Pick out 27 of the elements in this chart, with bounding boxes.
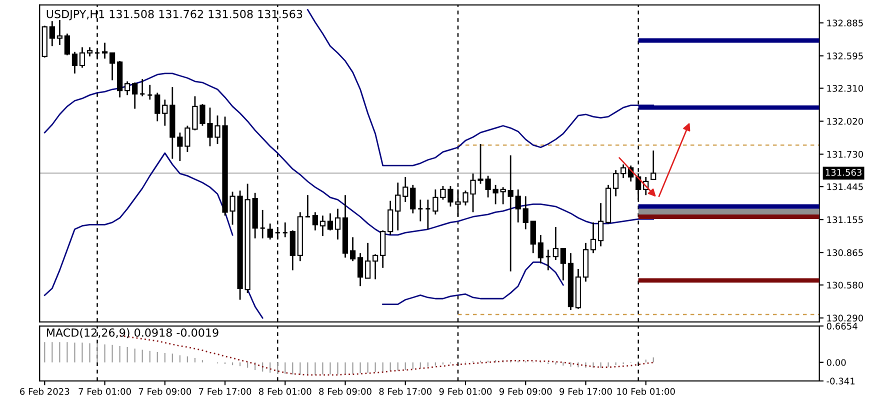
chart-title: MACD(12,26,9) 0.0918 -0.0019 <box>46 328 218 338</box>
x-tick-label: 8 Feb 17:00 <box>379 388 432 395</box>
y-tick-label: 131.730 <box>827 150 864 158</box>
ref-line-label: 131.563 <box>826 168 862 176</box>
y-tick-label: 131.445 <box>827 183 863 190</box>
y-tick-label: 131.155 <box>827 216 863 224</box>
y-tick-label: 130.290 <box>827 314 864 322</box>
y-tick-label: 130.865 <box>827 249 863 256</box>
x-tick-label: 7 Feb 17:00 <box>199 388 252 395</box>
y-tick-label: 0.00 <box>826 359 846 366</box>
y-tick-label: -0.341 <box>826 378 855 385</box>
x-tick-label: 7 Feb 01:00 <box>78 388 131 395</box>
x-tick-label: 9 Feb 09:00 <box>499 388 552 395</box>
y-tick-label: 132.310 <box>827 84 864 92</box>
x-tick-label: 8 Feb 01:00 <box>259 388 312 395</box>
y-tick-label: 132.595 <box>827 52 863 60</box>
y-tick-label: 132.020 <box>827 118 864 125</box>
x-tick-label: 6 Feb 2023 <box>20 388 70 395</box>
y-tick-label: 132.885 <box>827 20 863 26</box>
x-tick-label: 10 Feb 01:00 <box>617 388 675 395</box>
y-tick-label: 130.580 <box>827 282 864 289</box>
x-tick-label: 9 Feb 01:00 <box>439 388 492 395</box>
x-tick-label: 8 Feb 09:00 <box>319 388 372 395</box>
y-tick-label: 0.6654 <box>826 322 858 330</box>
chart-title: USDJPY,H1 131.508 131.762 131.508 131.563 <box>46 10 302 20</box>
x-tick-label: 9 Feb 17:00 <box>560 388 612 395</box>
x-tick-label: 7 Feb 09:00 <box>138 388 192 395</box>
